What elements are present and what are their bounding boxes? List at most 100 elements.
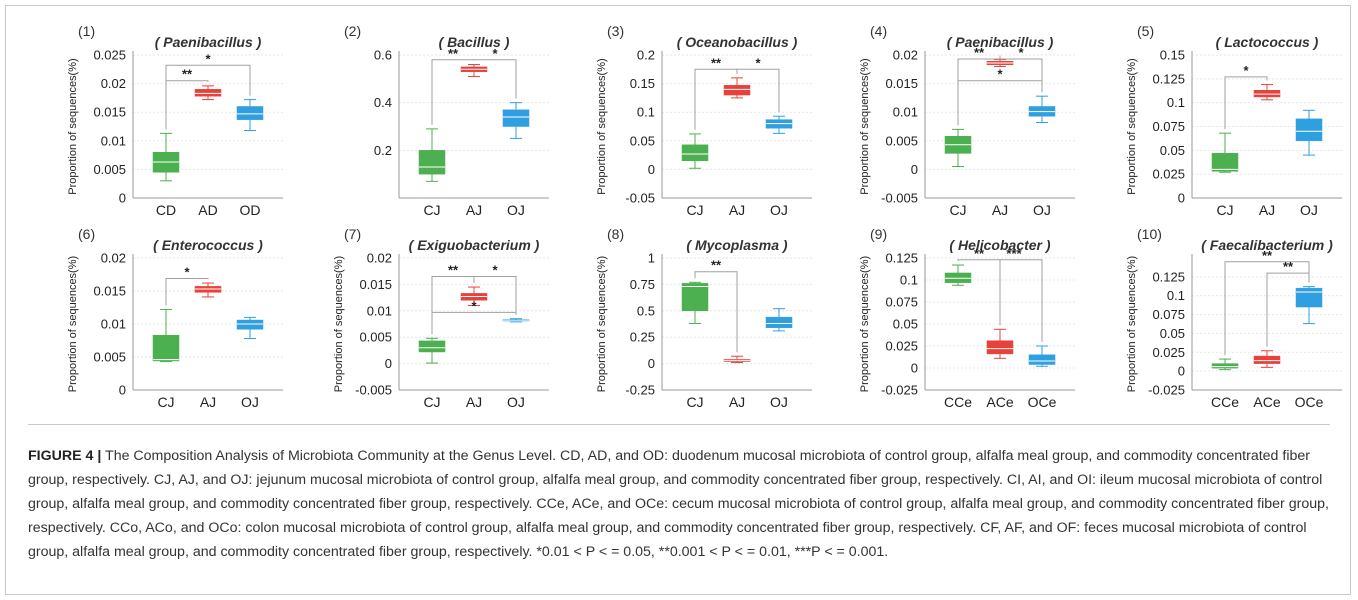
panel-6-ytick-label: 0.005: [93, 350, 126, 365]
panel-4-ytick-label: 0.02: [893, 48, 918, 63]
panel-7-label: (7): [344, 226, 361, 242]
panel-4-title: ( Paenibacillus ): [947, 34, 1054, 50]
panel-1-significance-label: *: [205, 51, 211, 66]
panel-4-significance-label: *: [1018, 45, 1024, 60]
panel-7-ylabel: Proportion of sequences(%): [333, 256, 345, 392]
panel-10-ytick-label: 0: [1178, 364, 1185, 379]
panel-1-ytick-label: 0.025: [93, 48, 126, 63]
panel-3-category-label: CJ: [686, 202, 703, 218]
panel-6-category-label: AJ: [200, 394, 216, 410]
panel-10-significance-bracket: [1224, 261, 1310, 356]
panel-4-ytick-label: 0: [911, 162, 918, 177]
panel-9-title: ( Helicobacter ): [949, 237, 1050, 253]
panel-3-ytick-label: 0.15: [630, 76, 655, 91]
panel-5-ytick-label: 0.125: [1152, 71, 1185, 86]
panel-10-label: (10): [1137, 226, 1162, 242]
panel-7-ytick-label: 0: [385, 356, 392, 371]
panel-10-ytick-label: 0.025: [1152, 345, 1185, 360]
panel-7-significance-bracket: [431, 275, 475, 335]
panel-6-ytick-label: 0.01: [101, 317, 126, 332]
panel-9-significance-bracket: [957, 259, 1001, 326]
panel-9-ytick-label: -0.025: [881, 383, 918, 398]
panel-6-label: (6): [78, 226, 95, 242]
panel-6-ytick-label: 0.015: [93, 284, 126, 299]
panel-5-category-label: CJ: [1216, 202, 1233, 218]
panel-4-label: (4): [870, 23, 887, 39]
panel-10-category-label: OCe: [1295, 394, 1324, 410]
panel-3-category-label: AJ: [729, 202, 745, 218]
panel-6-significance-label: *: [184, 264, 190, 279]
panel-9-label: (9): [870, 226, 887, 242]
panel-1-significance-label: **: [182, 67, 193, 82]
figure-charts: 0 0.005 0.01 0.015 0.02 0.025 CD AD OD (1) ( Paeni…: [67, 23, 1342, 410]
panel-1-label: (1): [78, 23, 95, 39]
panel-10-significance-label: **: [1283, 259, 1294, 274]
panel-4-ytick-label: 0.01: [893, 105, 918, 120]
panel-10-significance-bracket: [1266, 272, 1310, 347]
panel-3-ylabel: Proportion of sequences(%): [596, 58, 608, 194]
panel-3-category-label: OJ: [770, 202, 788, 218]
panel-5-title: ( Lactococcus ): [1216, 34, 1319, 50]
caption-divider: [28, 424, 1330, 425]
panel-7-category-label: OJ: [507, 394, 525, 410]
panel-9-category-label: CCe: [944, 394, 972, 410]
panel-3-label: (3): [607, 23, 624, 39]
panel-10-category-label: CCe: [1211, 394, 1239, 410]
panel-7-significance-label: *: [471, 298, 477, 313]
panel-1-significance-bracket: [165, 64, 251, 130]
panel-6-category-label: OJ: [241, 394, 259, 410]
figure-frame: [5, 5, 1351, 595]
panel-4-significance-bracket: [999, 55, 1043, 93]
panel-5-ylabel: Proportion of sequences(%): [1126, 58, 1138, 194]
panel-7-significance-bracket: [473, 275, 517, 315]
panel-4-category-label: AJ: [992, 202, 1008, 218]
panel-3-ytick-label: 0.1: [637, 105, 655, 120]
panel-10-ylabel: Proportion of sequences(%): [1126, 256, 1138, 392]
panel-8-category-label: OJ: [770, 394, 788, 410]
panel-2-significance-label: *: [492, 46, 498, 61]
panel-9-category-label: OCe: [1028, 394, 1057, 410]
panel-1-ylabel: Proportion of sequences(%): [67, 58, 79, 194]
panel-5-box-OJ: [1295, 118, 1323, 142]
panel-4-category-label: OJ: [1033, 202, 1051, 218]
figure-caption: FIGURE 4 | The Composition Analysis of M…: [28, 444, 1333, 564]
panel-4-significance-label: **: [974, 45, 985, 60]
panel-2-significance-bracket: [473, 59, 517, 99]
panel-1-significance-bracket: [165, 80, 209, 130]
panel-1-ytick-label: 0.01: [101, 133, 126, 148]
panel-7-ytick-label: -0.005: [355, 383, 392, 398]
panel-5-ytick-label: 0.05: [1160, 143, 1185, 158]
panel-10-ytick-label: 0.1: [1167, 288, 1185, 303]
panel-7-significance-label: **: [448, 262, 459, 277]
panel-7-significance-bracket: [431, 311, 517, 335]
panel-1-ytick-label: 0.015: [93, 105, 126, 120]
panel-1-category-label: AD: [198, 202, 217, 218]
panel-7-ytick-label: 0.005: [359, 330, 392, 345]
panel-10-ytick-label: 0.125: [1152, 269, 1185, 284]
panel-6-ylabel: Proportion of sequences(%): [67, 256, 79, 392]
panel-4-significance-bracket: [957, 55, 1001, 126]
panel-3-box-AJ: [723, 85, 751, 96]
panel-7-significance-label: *: [492, 262, 498, 277]
panel-9-significance-bracket: [999, 259, 1043, 342]
panel-8-box-OJ: [765, 316, 793, 328]
panel-2-category-label: CJ: [423, 202, 440, 218]
panel-3-title: ( Oceanobacillus ): [677, 34, 798, 50]
panel-3-significance-label: *: [755, 55, 761, 70]
panel-4-significance-bracket: [957, 80, 1043, 126]
panel-5-ytick-label: 0: [1178, 191, 1185, 206]
panel-4-category-label: CJ: [949, 202, 966, 218]
panel-10-ytick-label: 0.05: [1160, 326, 1185, 341]
panel-3-significance-bracket: [694, 68, 738, 130]
panel-2-box-OJ: [502, 109, 530, 127]
panel-8-box-CJ: [681, 283, 709, 312]
panel-8-label: (8): [607, 226, 624, 242]
panel-10-ytick-label: 0.075: [1152, 307, 1185, 322]
panel-2-category-label: OJ: [507, 202, 525, 218]
panel-8-category-label: AJ: [729, 394, 745, 410]
panel-9-ytick-label: 0.05: [893, 317, 918, 332]
panel-8-ytick-label: 1: [648, 251, 655, 266]
panel-7-category-label: AJ: [466, 394, 482, 410]
panel-5-ytick-label: 0.025: [1152, 167, 1185, 182]
panel-3-box-CJ: [681, 144, 709, 162]
